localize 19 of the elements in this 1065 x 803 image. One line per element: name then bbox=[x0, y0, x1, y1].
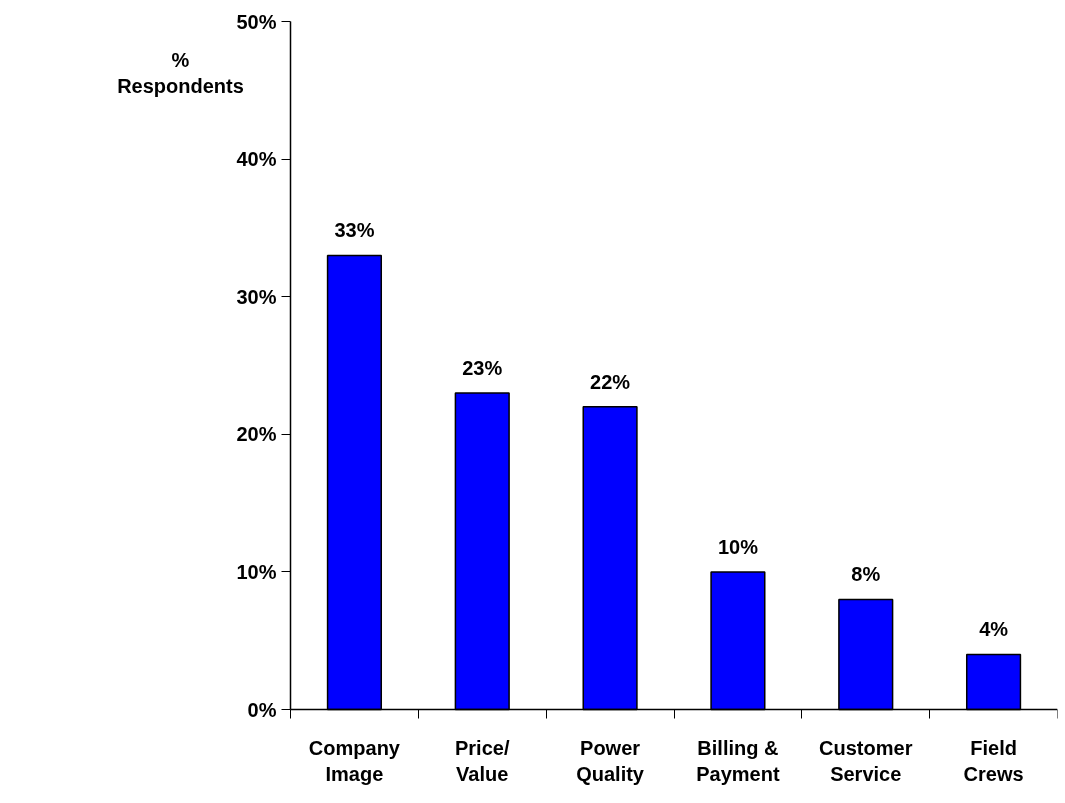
x-tick-label: Price/ Value bbox=[455, 736, 510, 785]
x-tick-label: Billing & Payment bbox=[696, 736, 780, 785]
y-axis-title: % Respondents bbox=[117, 48, 244, 97]
data-label: 33% bbox=[334, 219, 375, 242]
y-tick-label: 20% bbox=[236, 423, 277, 446]
data-label: 8% bbox=[851, 563, 881, 586]
y-tick-label: 40% bbox=[236, 148, 277, 171]
x-tick-label: Field Crews bbox=[963, 736, 1024, 785]
x-tick-label: Customer Service bbox=[819, 736, 913, 785]
data-label: 4% bbox=[979, 618, 1009, 641]
y-tick-label: 0% bbox=[247, 698, 277, 721]
y-tick-label: 30% bbox=[236, 285, 277, 308]
y-tick-label: 50% bbox=[236, 10, 277, 33]
data-label: 22% bbox=[590, 370, 631, 393]
data-label: 10% bbox=[717, 535, 759, 558]
x-tick-label: Company Image bbox=[308, 736, 401, 785]
data-label: 23% bbox=[462, 357, 503, 380]
y-tick-label: 10% bbox=[236, 560, 277, 583]
x-tick-label: Power Quality bbox=[576, 736, 645, 785]
